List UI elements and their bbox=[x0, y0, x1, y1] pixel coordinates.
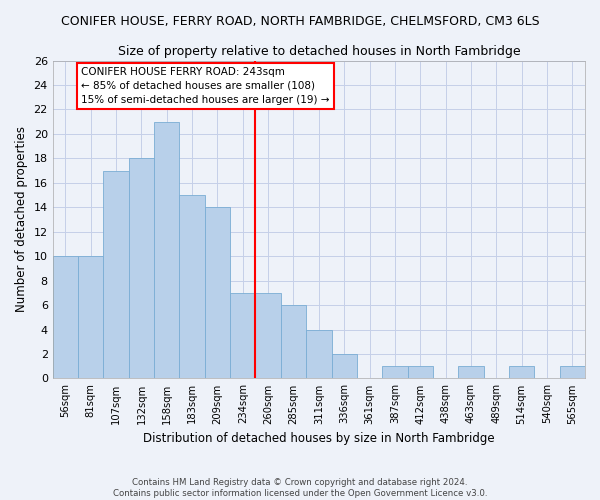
Title: Size of property relative to detached houses in North Fambridge: Size of property relative to detached ho… bbox=[118, 45, 520, 58]
Bar bbox=[458, 366, 484, 378]
Bar bbox=[560, 366, 585, 378]
Bar bbox=[509, 366, 535, 378]
Bar bbox=[256, 293, 281, 378]
Bar bbox=[103, 170, 129, 378]
Text: Contains HM Land Registry data © Crown copyright and database right 2024.
Contai: Contains HM Land Registry data © Crown c… bbox=[113, 478, 487, 498]
Bar bbox=[205, 208, 230, 378]
Y-axis label: Number of detached properties: Number of detached properties bbox=[15, 126, 28, 312]
Bar bbox=[53, 256, 78, 378]
Bar bbox=[407, 366, 433, 378]
Bar bbox=[281, 305, 306, 378]
Bar bbox=[129, 158, 154, 378]
X-axis label: Distribution of detached houses by size in North Fambridge: Distribution of detached houses by size … bbox=[143, 432, 494, 445]
Text: CONIFER HOUSE, FERRY ROAD, NORTH FAMBRIDGE, CHELMSFORD, CM3 6LS: CONIFER HOUSE, FERRY ROAD, NORTH FAMBRID… bbox=[61, 15, 539, 28]
Bar bbox=[78, 256, 103, 378]
Bar bbox=[154, 122, 179, 378]
Bar bbox=[306, 330, 332, 378]
Text: CONIFER HOUSE FERRY ROAD: 243sqm
← 85% of detached houses are smaller (108)
15% : CONIFER HOUSE FERRY ROAD: 243sqm ← 85% o… bbox=[81, 66, 329, 104]
Bar bbox=[332, 354, 357, 378]
Bar bbox=[230, 293, 256, 378]
Bar bbox=[179, 195, 205, 378]
Bar bbox=[382, 366, 407, 378]
